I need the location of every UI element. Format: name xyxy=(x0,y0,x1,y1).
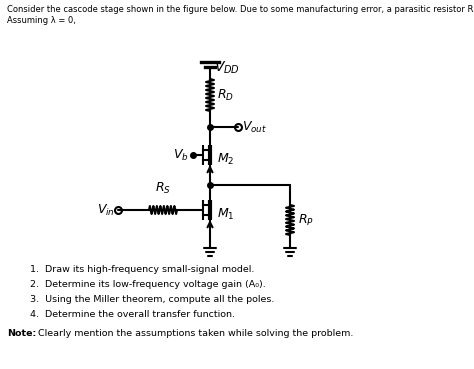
Text: 2.  Determine its low-frequency voltage gain (A₀).: 2. Determine its low-frequency voltage g… xyxy=(30,280,266,289)
Text: 1.  Draw its high-frequency small-signal model.: 1. Draw its high-frequency small-signal … xyxy=(30,265,255,274)
Text: $M_1$: $M_1$ xyxy=(217,206,235,221)
Text: $V_{out}$: $V_{out}$ xyxy=(242,120,267,135)
Text: Note:: Note: xyxy=(7,329,36,338)
Text: Consider the cascode stage shown in the figure below. Due to some manufacturing : Consider the cascode stage shown in the … xyxy=(7,5,474,14)
Text: $R_P$: $R_P$ xyxy=(298,213,314,228)
Text: $V_{in}$: $V_{in}$ xyxy=(97,203,115,218)
Text: 4.  Determine the overall transfer function.: 4. Determine the overall transfer functi… xyxy=(30,310,235,319)
Text: $V_{DD}$: $V_{DD}$ xyxy=(214,60,240,76)
Text: $R_S$: $R_S$ xyxy=(155,181,171,196)
Text: Clearly mention the assumptions taken while solving the problem.: Clearly mention the assumptions taken wh… xyxy=(35,329,354,338)
Text: $R_D$: $R_D$ xyxy=(217,87,234,103)
Text: 3.  Using the Miller theorem, compute all the poles.: 3. Using the Miller theorem, compute all… xyxy=(30,295,274,304)
Text: $V_b$: $V_b$ xyxy=(173,148,189,163)
Text: $M_2$: $M_2$ xyxy=(217,151,235,166)
Text: Assuming λ = 0,: Assuming λ = 0, xyxy=(7,16,76,25)
